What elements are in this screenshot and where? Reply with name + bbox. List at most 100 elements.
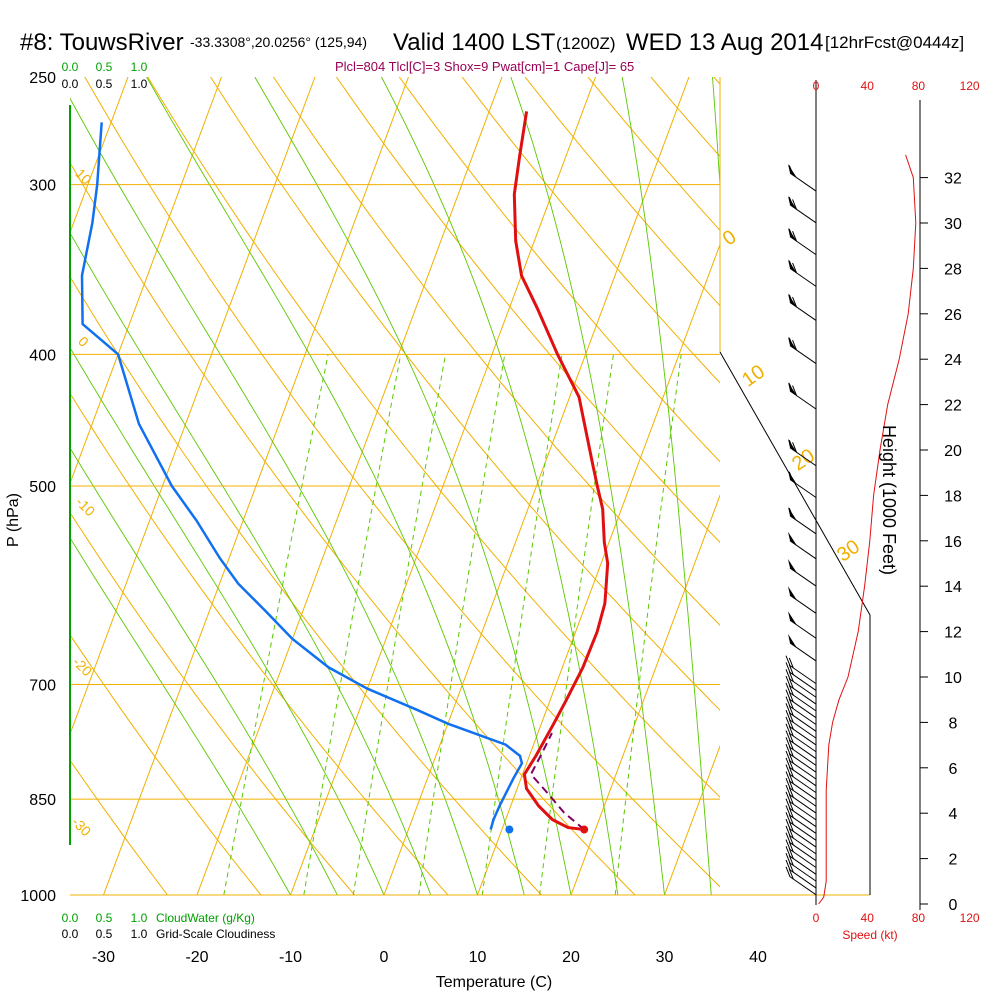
- height-tick-label: 26: [944, 307, 962, 324]
- mixing-ratio-label: 8: [478, 902, 496, 918]
- temperature-line: [514, 111, 607, 829]
- height-tick-label: 8: [949, 715, 958, 732]
- wind-barb-flag: [788, 634, 797, 648]
- height-tick-label: 18: [944, 488, 962, 505]
- isotherm-side-label: -30: [69, 814, 95, 840]
- height-tick-label: 14: [944, 579, 962, 596]
- valid-time: Valid 1400 LST: [393, 29, 556, 56]
- height-tick-label: 28: [944, 261, 962, 278]
- temperature-tick-label: 10: [469, 949, 487, 966]
- mixing-ratio-line: [353, 354, 445, 895]
- y-axis-title: P (hPa): [5, 493, 22, 547]
- cloudwater-scale-bottom: 1.0: [131, 911, 148, 925]
- speed-tick-bottom: 120: [960, 911, 980, 925]
- mixing-ratio-label: 3: [351, 902, 369, 918]
- cloudiness-scale-bottom: 0.0: [62, 927, 79, 941]
- wind-barb: [788, 382, 816, 409]
- pressure-tick-label: 1000: [20, 888, 56, 905]
- isotherm-side-label: 0: [75, 333, 92, 350]
- cloudwater-label: CloudWater (g/Kg): [156, 911, 255, 925]
- mixing-ratio-line: [540, 354, 614, 895]
- pressure-tick-label: 700: [29, 678, 56, 695]
- wind-barb: [788, 228, 816, 255]
- temperature-tick-label: 20: [562, 949, 580, 966]
- isobar-grid: 250 300 400 500 700 850 1000: [20, 70, 720, 905]
- isotherm-line: [758, 77, 1000, 895]
- temperature-tick-label: 40: [749, 949, 767, 966]
- height-tick-label: 30: [944, 216, 962, 233]
- height-tick-label: 32: [944, 171, 962, 188]
- wind-barb: [788, 559, 816, 586]
- mixing-ratio-label: 2: [300, 902, 318, 918]
- isotherm-line: [852, 77, 1000, 895]
- wind-barb: [788, 634, 816, 661]
- cloudiness-label: Grid-Scale Cloudiness: [156, 927, 275, 941]
- pressure-tick-label: 850: [29, 792, 56, 809]
- wind-barb-flag: [788, 532, 797, 546]
- height-tick-label: 22: [944, 398, 962, 415]
- temperature-tick-label: -20: [185, 949, 208, 966]
- wind-barb: [788, 164, 816, 191]
- cloudwater-scale-bottom: 0.0: [62, 911, 79, 925]
- forecast-label: [12hrFcst@0444z]: [825, 33, 964, 52]
- wind-barb-flag: [788, 611, 797, 625]
- height-tick-label: 4: [949, 806, 958, 823]
- cloudiness-scale-top: 0.0: [62, 77, 79, 91]
- dry-adiabat-label: 30: [833, 536, 864, 567]
- wind-barb: [788, 507, 816, 534]
- pressure-tick-label: 400: [29, 347, 56, 364]
- cloudwater-scale-top: 1.0: [131, 60, 148, 74]
- wind-barb: [788, 196, 816, 223]
- axis-labels: #8: TouwsRiver -33.3308°,20.0256° (125,9…: [5, 29, 964, 991]
- temperature-tick-label: 30: [656, 949, 674, 966]
- surface-temperature-marker: [580, 826, 588, 834]
- station-title: #8: TouwsRiver: [20, 29, 184, 56]
- speed-tick-top: 40: [861, 79, 875, 93]
- dry-adiabat-label: 10: [738, 361, 769, 392]
- wind-barb: [788, 293, 816, 320]
- height-tick-label: 20: [944, 443, 962, 460]
- wind-barb: [788, 337, 816, 364]
- speed-axis-title: Speed (kt): [842, 928, 897, 942]
- pressure-tick-label: 500: [29, 479, 56, 496]
- height-tick-label: 12: [944, 625, 962, 642]
- wind-speed-profile: [819, 155, 916, 904]
- mixing-ratio-line: [224, 354, 328, 895]
- mixing-ratio-label: 12: [534, 899, 556, 921]
- x-axis-title: Temperature (C): [436, 974, 552, 991]
- mixing-ratio-label: 20: [611, 899, 633, 921]
- height-tick-label: 2: [949, 852, 958, 869]
- sounding-series: [82, 111, 608, 833]
- speed-tick-top: 120: [960, 79, 980, 93]
- cloudiness-scale-top: 1.0: [131, 77, 148, 91]
- temperature-tick-label: 0: [380, 949, 389, 966]
- station-location: -33.3308°,20.0256° (125,94): [190, 34, 367, 50]
- cloudiness-scale-bottom: 1.0: [131, 927, 148, 941]
- cloudiness-scale-bottom: 0.5: [96, 927, 113, 941]
- cloudiness-scale-top: 0.5: [96, 77, 113, 91]
- height-tick-label: 6: [949, 761, 958, 778]
- temperature-tick-label: -30: [92, 949, 115, 966]
- mixing-ratio-line: [304, 354, 401, 895]
- indices-line: Plcl=804 Tlcl[C]=3 Shox=9 Pwat[cm]=1 Cap…: [335, 59, 634, 74]
- temperature-tick-label: -10: [279, 949, 302, 966]
- utc-time: (1200Z): [556, 34, 616, 53]
- dry-adiabat-label: 0: [719, 226, 741, 250]
- wind-barb-flag: [788, 586, 797, 600]
- cloudwater-scale-bottom: 0.5: [96, 911, 113, 925]
- pressure-tick-label: 300: [29, 178, 56, 195]
- wind-barb: [788, 259, 816, 286]
- speed-tick-bottom: 80: [912, 911, 926, 925]
- wind-barb: [788, 611, 816, 638]
- speed-tick-bottom: 0: [813, 911, 820, 925]
- speed-tick-top: 80: [912, 79, 926, 93]
- speed-tick-bottom: 40: [861, 911, 875, 925]
- wind-barb-flag: [788, 559, 797, 573]
- cloudwater-scale-top: 0.5: [96, 60, 113, 74]
- surface-dewpoint-marker: [505, 826, 513, 834]
- pressure-tick-label: 250: [29, 70, 56, 87]
- isotherm-side-label: -10: [73, 494, 99, 520]
